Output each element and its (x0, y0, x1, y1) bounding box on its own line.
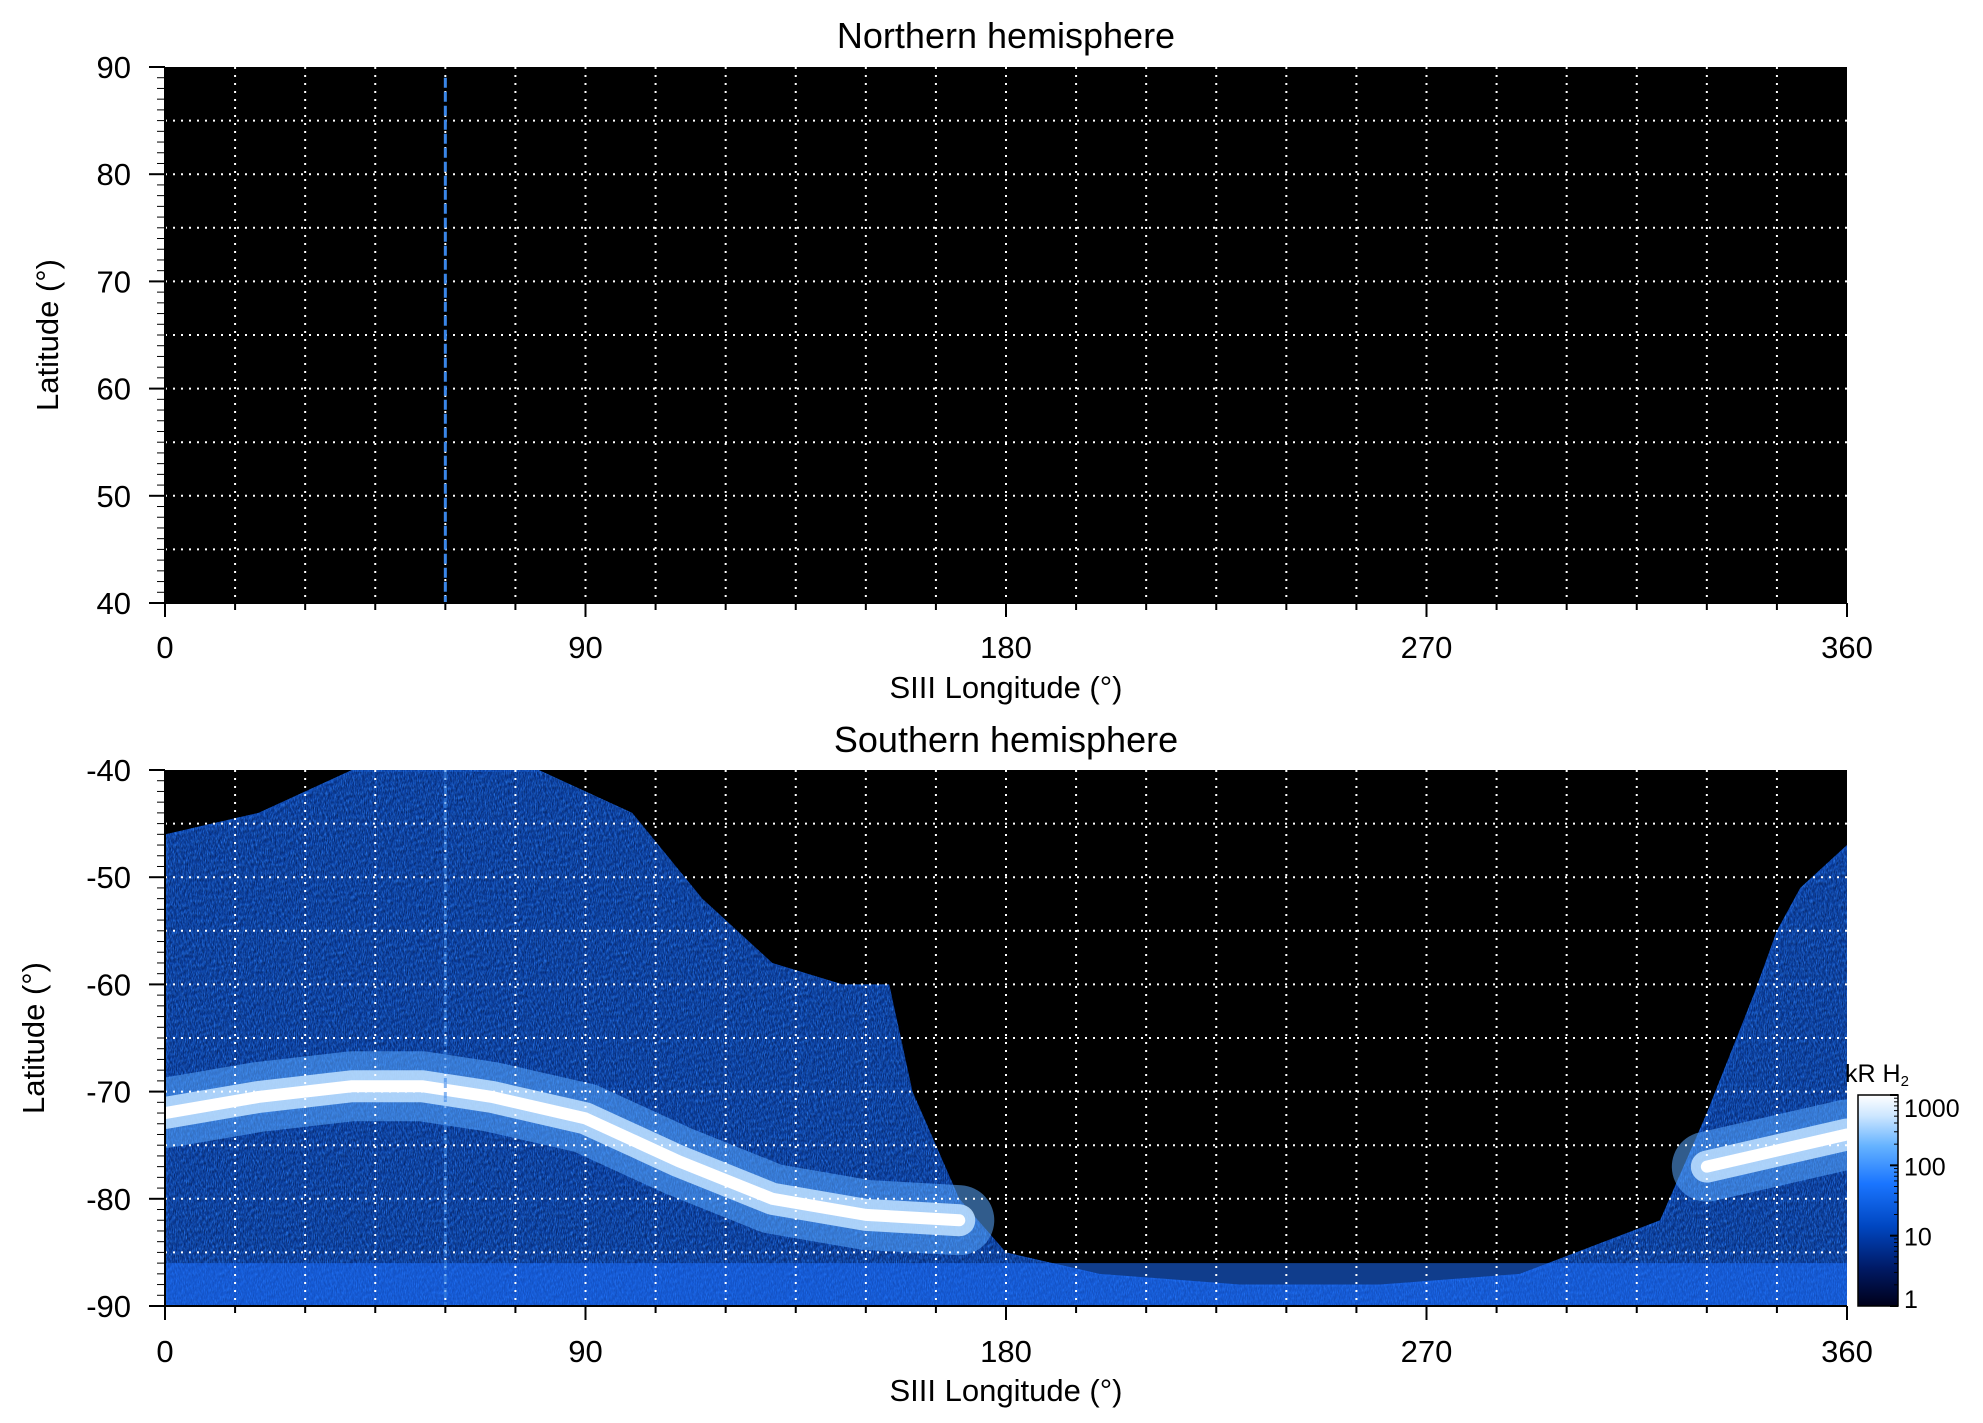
chart-title: Southern hemisphere (834, 719, 1178, 760)
y-tick-label: 60 (97, 372, 131, 407)
colorbar-label-text: kR H (1845, 1060, 1901, 1088)
colorbar-gradient (1857, 1094, 1899, 1307)
colorbar-label-subscript: 2 (1901, 1073, 1909, 1090)
x-tick-label: 90 (568, 1334, 602, 1369)
colorbar-label: kR H2 (1845, 1060, 1909, 1090)
y-tick-label: -50 (86, 860, 131, 895)
colorbar-tick-label: 100 (1904, 1153, 1946, 1181)
y-tick-label: 90 (97, 50, 131, 85)
x-tick-label: 0 (156, 630, 173, 665)
northern-hemisphere-panel: Northern hemisphere 0 90 180 270 360 40 50 60 70… (30, 15, 1873, 705)
x-tick-label: 270 (1401, 630, 1453, 665)
x-tick-label: 360 (1821, 1334, 1873, 1369)
colorbar: kR H2 1000 100 10 1 (1845, 1060, 1960, 1314)
southern-hemisphere-panel: Southern hemisphere 0 90 180 270 360 -40 -50 -6… (16, 719, 1873, 1408)
axes: 0 90 180 270 360 40 50 60 70 80 90 (97, 50, 1873, 665)
y-axis-label: Latitude (°) (30, 259, 65, 411)
y-tick-label: 50 (97, 479, 131, 514)
y-tick-label: -70 (86, 1075, 131, 1110)
colorbar-tick-label: 1000 (1904, 1095, 1960, 1123)
axes: 0 90 180 270 360 -40 -50 -60 -70 -80 -90 (86, 753, 1873, 1369)
colorbar-tick-label: 1 (1904, 1286, 1918, 1314)
y-tick-label: -40 (86, 753, 131, 788)
y-tick-label: -90 (86, 1289, 131, 1324)
x-tick-label: 0 (156, 1334, 173, 1369)
x-tick-label: 180 (980, 1334, 1032, 1369)
y-tick-label: 80 (97, 157, 131, 192)
y-tick-label: -80 (86, 1182, 131, 1217)
y-tick-label: -60 (86, 967, 131, 1002)
x-tick-label: 270 (1401, 1334, 1453, 1369)
x-tick-label: 360 (1821, 630, 1873, 665)
chart-title: Northern hemisphere (837, 15, 1175, 56)
x-tick-label: 90 (568, 630, 602, 665)
auroral-oval (1700, 1128, 1847, 1173)
x-axis-label: SIII Longitude (°) (890, 1373, 1123, 1408)
colorbar-ticks: 1000 100 10 1 (1890, 1094, 1960, 1314)
y-tick-label: 70 (97, 264, 131, 299)
emission-dark-speckle (168, 772, 1847, 1306)
colorbar-tick-label: 10 (1904, 1224, 1932, 1252)
grid-lines (165, 770, 1847, 1306)
x-axis-label: SIII Longitude (°) (890, 670, 1123, 705)
y-tick-label: 40 (97, 586, 131, 621)
y-axis-label: Latitude (°) (16, 962, 51, 1114)
x-tick-label: 180 (980, 630, 1032, 665)
